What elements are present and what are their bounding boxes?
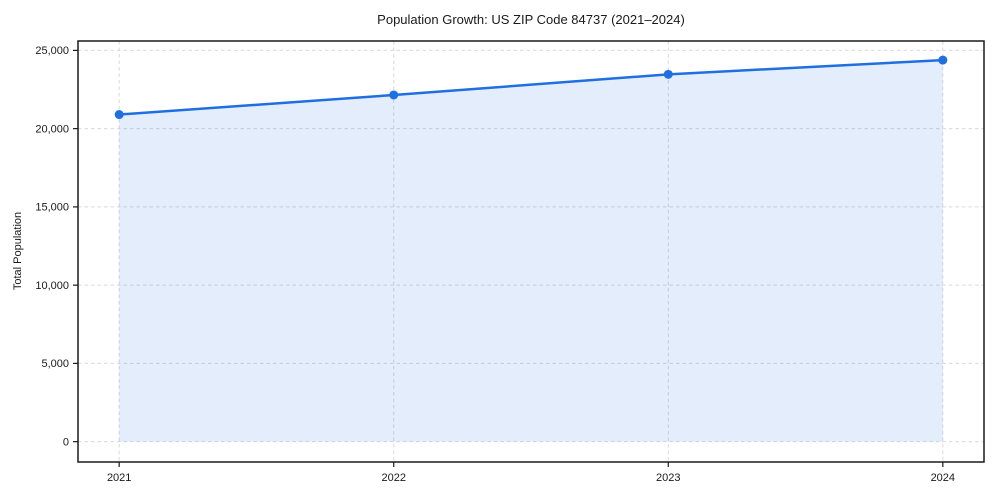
data-point-marker (938, 55, 948, 65)
y-tick-label: 5,000 (41, 358, 69, 370)
x-tick-label: 2021 (107, 472, 131, 484)
x-tick-label: 2022 (381, 472, 405, 484)
axes-spines (77, 40, 985, 463)
y-tick-label: 20,000 (35, 123, 69, 135)
x-tick-label: 2023 (656, 472, 680, 484)
data-point-marker (114, 110, 124, 120)
y-tick-label: 15,000 (35, 202, 69, 214)
area-fill (119, 60, 943, 442)
data-point-marker (663, 69, 673, 79)
plot-background (78, 41, 984, 462)
chart-title: Population Growth: US ZIP Code 84737 (20… (377, 12, 685, 27)
series-line (117, 58, 945, 116)
y-tick-label: 0 (63, 436, 69, 448)
x-tick-label: 2024 (931, 472, 955, 484)
data-point-marker (389, 90, 399, 100)
y-tick-label: 10,000 (35, 280, 69, 292)
y-tick-label: 25,000 (35, 45, 69, 57)
